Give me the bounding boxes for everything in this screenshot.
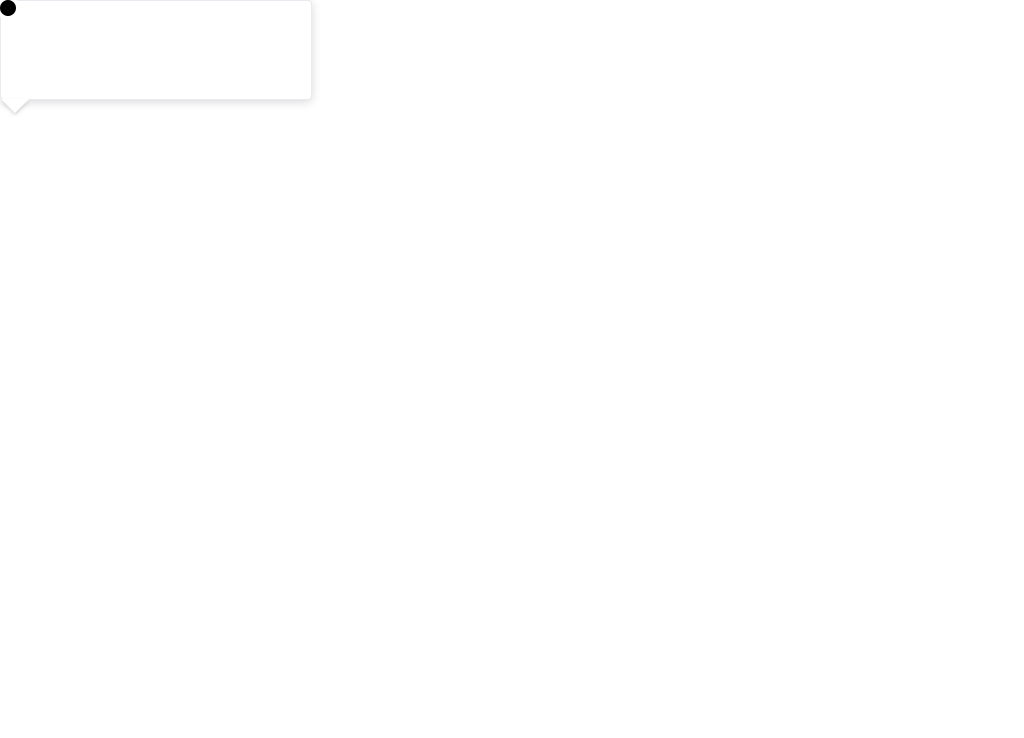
callout-national-companies xyxy=(0,0,312,100)
callout-tail xyxy=(1,99,29,113)
price-comparison-infographic xyxy=(0,0,1024,738)
marker-dot-national xyxy=(0,0,16,16)
callout-national-header xyxy=(1,1,311,37)
